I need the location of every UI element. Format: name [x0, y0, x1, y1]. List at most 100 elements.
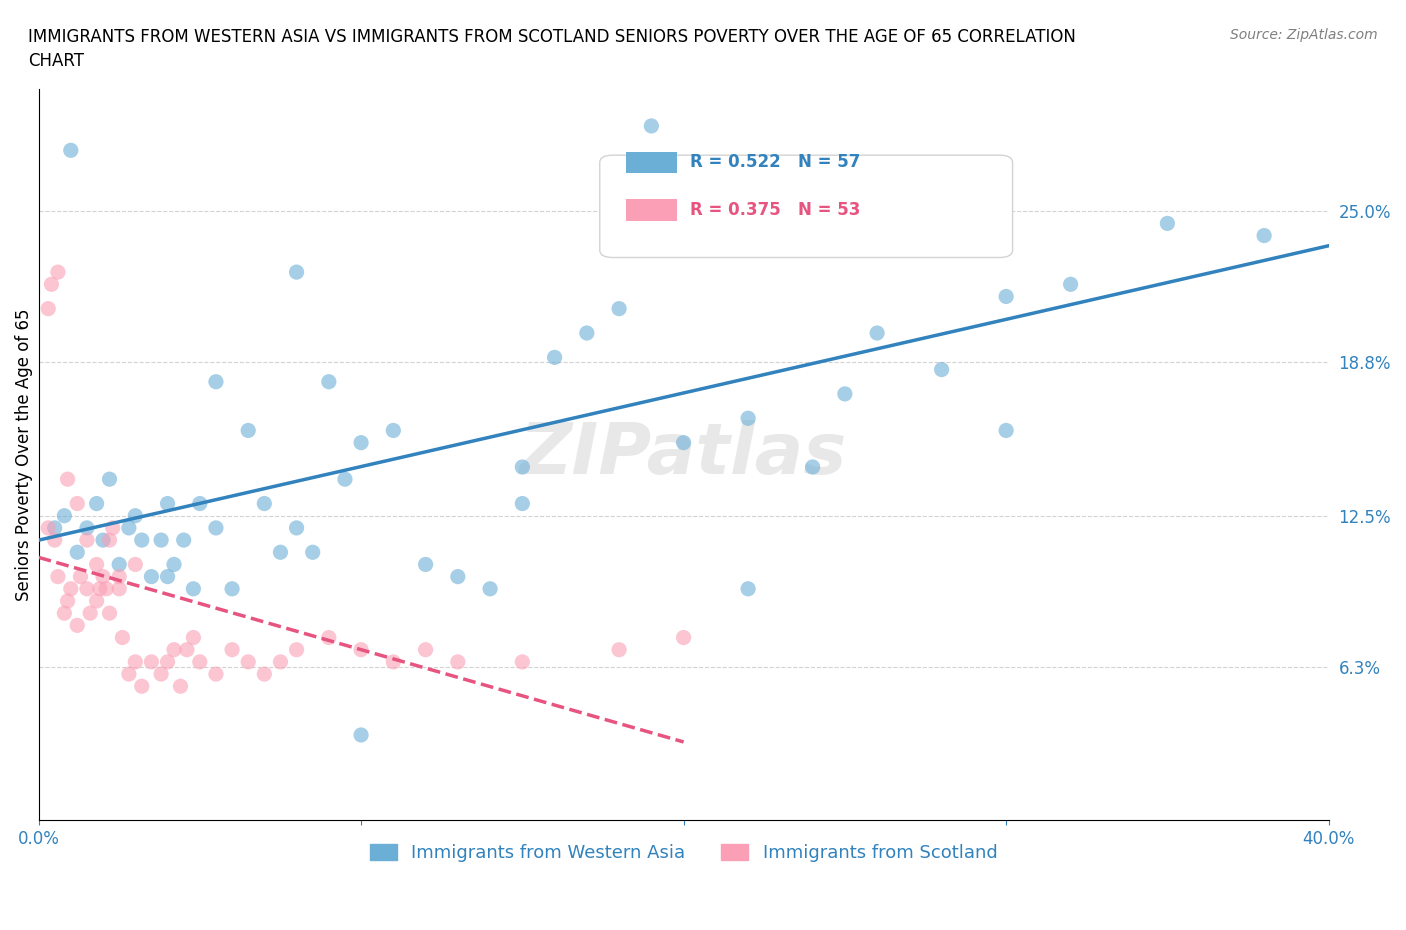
Point	[163, 557, 186, 572]
Point	[156, 496, 179, 511]
Point	[382, 423, 405, 438]
Point	[415, 643, 437, 658]
Point	[205, 667, 228, 682]
Point	[86, 557, 108, 572]
Point	[333, 472, 356, 486]
Point	[37, 521, 59, 536]
Point	[98, 533, 121, 548]
Point	[188, 655, 211, 670]
Point	[156, 655, 179, 670]
Point	[124, 655, 146, 670]
Point	[301, 545, 323, 560]
Point	[931, 362, 953, 377]
Point	[350, 727, 373, 742]
Point	[607, 643, 630, 658]
Y-axis label: Seniors Poverty Over the Age of 65: Seniors Poverty Over the Age of 65	[15, 309, 32, 601]
Text: ZIPatlas: ZIPatlas	[520, 420, 848, 489]
Point	[946, 240, 969, 255]
Point	[350, 435, 373, 450]
Point	[56, 593, 79, 608]
Bar	[626, 199, 678, 221]
Point	[995, 423, 1018, 438]
Point	[269, 545, 291, 560]
Point	[118, 521, 141, 536]
Point	[91, 533, 114, 548]
Point	[118, 667, 141, 682]
Point	[56, 472, 79, 486]
Point	[98, 605, 121, 620]
Point	[176, 643, 198, 658]
Point	[111, 631, 134, 645]
Point	[173, 533, 195, 548]
Point	[285, 643, 308, 658]
Point	[1253, 228, 1275, 243]
Text: Source: ZipAtlas.com: Source: ZipAtlas.com	[1230, 28, 1378, 42]
Point	[101, 521, 124, 536]
Bar	[626, 152, 678, 174]
Point	[86, 593, 108, 608]
Text: R = 0.375   N = 53: R = 0.375 N = 53	[690, 201, 860, 219]
Point	[150, 667, 173, 682]
Point	[66, 545, 89, 560]
Point	[1059, 277, 1081, 292]
Point	[53, 605, 76, 620]
Point	[124, 557, 146, 572]
Point	[108, 581, 131, 596]
Point	[447, 569, 470, 584]
Point	[76, 521, 98, 536]
Point	[221, 581, 243, 596]
Point	[318, 631, 340, 645]
Point	[318, 374, 340, 389]
Point	[89, 581, 111, 596]
Point	[169, 679, 191, 694]
Point	[124, 509, 146, 524]
Point	[76, 533, 98, 548]
Point	[205, 374, 228, 389]
Point	[607, 301, 630, 316]
Point	[269, 655, 291, 670]
Point	[183, 581, 205, 596]
Point	[995, 289, 1018, 304]
FancyBboxPatch shape	[600, 155, 1012, 258]
Point	[737, 581, 759, 596]
Point	[205, 521, 228, 536]
Point	[737, 411, 759, 426]
Point	[108, 557, 131, 572]
Point	[141, 569, 163, 584]
Point	[53, 509, 76, 524]
Point	[415, 557, 437, 572]
Point	[512, 496, 534, 511]
Point	[512, 655, 534, 670]
Point	[834, 387, 856, 402]
Point	[512, 459, 534, 474]
Point	[86, 496, 108, 511]
Point	[37, 301, 59, 316]
Point	[96, 581, 118, 596]
Point	[98, 472, 121, 486]
Point	[59, 581, 82, 596]
Point	[447, 655, 470, 670]
Point	[672, 631, 695, 645]
Point	[141, 655, 163, 670]
Point	[801, 459, 824, 474]
Point	[238, 655, 260, 670]
Point	[607, 33, 630, 48]
Point	[1156, 216, 1178, 231]
Point	[183, 631, 205, 645]
Point	[66, 496, 89, 511]
Point	[382, 655, 405, 670]
Point	[221, 643, 243, 658]
Point	[131, 533, 153, 548]
Point	[866, 326, 889, 340]
Point	[163, 643, 186, 658]
Point	[285, 265, 308, 280]
Point	[150, 533, 173, 548]
Point	[69, 569, 91, 584]
Point	[543, 350, 565, 365]
Point	[44, 521, 66, 536]
Point	[253, 667, 276, 682]
Point	[285, 521, 308, 536]
Point	[76, 581, 98, 596]
Point	[108, 569, 131, 584]
Point	[672, 435, 695, 450]
